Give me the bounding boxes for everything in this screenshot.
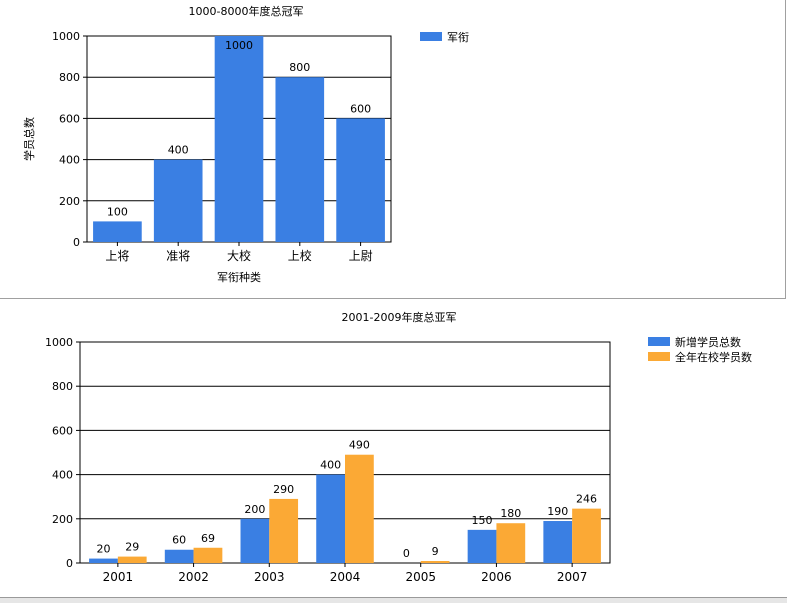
bar xyxy=(543,521,573,563)
bar xyxy=(420,561,450,563)
chart-title: 2001-2009年度总亚军 xyxy=(342,310,457,324)
bar xyxy=(93,221,142,242)
data-label: 180 xyxy=(500,507,521,520)
y-tick-label: 1000 xyxy=(52,30,80,43)
y-tick-label: 800 xyxy=(52,380,73,393)
x-tick-label: 2004 xyxy=(330,570,361,584)
bar xyxy=(275,77,325,242)
bar xyxy=(572,508,601,563)
y-tick-label: 600 xyxy=(59,112,80,125)
chart-rank-champions: 1000-8000年度总冠军 0 200 400 600 800 1000 100 上将 400 准… xyxy=(22,4,469,284)
legend-label: 军衔 xyxy=(447,31,469,44)
bar xyxy=(214,36,264,242)
y-tick-label: 400 xyxy=(52,469,73,482)
x-tick-label: 2007 xyxy=(557,570,588,584)
legend-label: 新增学员总数 xyxy=(675,335,741,349)
bar xyxy=(467,529,497,563)
legend-swatch xyxy=(648,337,670,346)
data-label: 246 xyxy=(576,493,597,506)
x-tick-label: 2001 xyxy=(103,570,134,584)
bar xyxy=(153,159,203,242)
bar xyxy=(89,558,118,563)
data-label: 0 xyxy=(403,547,410,560)
chart-title: 1000-8000年度总冠军 xyxy=(189,4,304,18)
y-tick-label: 1000 xyxy=(45,336,73,349)
y-tick-label: 800 xyxy=(59,71,80,84)
y-axis-title: 学员总数 xyxy=(22,117,36,161)
bar xyxy=(336,118,385,242)
x-tick-label: 2003 xyxy=(254,570,285,584)
data-label: 69 xyxy=(201,532,215,545)
y-tick-label: 400 xyxy=(59,154,80,167)
x-tick-label: 2002 xyxy=(178,570,209,584)
x-tick-label: 上尉 xyxy=(349,248,373,263)
bar xyxy=(240,518,270,563)
bar xyxy=(193,547,223,563)
y-tick-label: 200 xyxy=(59,195,80,208)
x-tick-label: 上校 xyxy=(288,248,312,263)
data-label: 100 xyxy=(107,205,128,218)
data-label: 600 xyxy=(350,102,371,115)
bar xyxy=(496,523,526,563)
x-tick-label: 大校 xyxy=(227,248,251,263)
data-label: 400 xyxy=(320,459,341,472)
y-tick-label: 600 xyxy=(52,424,73,437)
bar xyxy=(316,474,345,563)
bar xyxy=(117,556,147,563)
data-label: 190 xyxy=(547,505,568,518)
window-bottom-bar xyxy=(0,597,787,603)
y-tick-label: 200 xyxy=(52,513,73,526)
data-label: 800 xyxy=(289,61,310,74)
bar xyxy=(269,498,299,563)
data-label: 490 xyxy=(349,439,370,452)
x-tick-label: 2005 xyxy=(405,570,436,584)
data-label: 1000 xyxy=(225,39,253,52)
y-tick-label: 0 xyxy=(66,557,73,570)
y-tick-label: 0 xyxy=(73,236,80,249)
x-tick-label: 2006 xyxy=(481,570,512,584)
data-label: 20 xyxy=(96,543,110,556)
x-tick-label: 准将 xyxy=(166,249,190,263)
data-label: 200 xyxy=(244,503,265,516)
legend-swatch xyxy=(420,32,442,41)
bar xyxy=(164,549,194,563)
bar xyxy=(345,454,374,563)
chart-panel-bottom: 2001-2009年度总亚军 0 200 400 600 800 1000 20 29 2001 6… xyxy=(0,300,787,597)
data-label: 290 xyxy=(273,483,294,496)
legend-label: 全年在校学员数 xyxy=(675,350,752,364)
legend-swatch xyxy=(648,352,670,361)
x-tick-label: 上将 xyxy=(105,249,129,263)
data-label: 29 xyxy=(125,541,139,554)
x-axis-title: 军衔种类 xyxy=(217,270,261,284)
chart-panel-top: 1000-8000年度总冠军 0 200 400 600 800 1000 100 上将 400 准… xyxy=(0,0,786,299)
data-label: 60 xyxy=(172,534,186,547)
data-label: 9 xyxy=(432,545,439,558)
data-label: 400 xyxy=(168,144,189,157)
data-label: 150 xyxy=(472,514,493,527)
